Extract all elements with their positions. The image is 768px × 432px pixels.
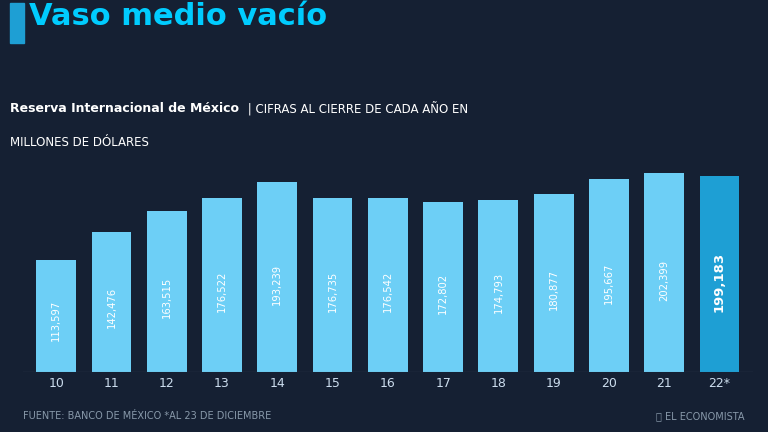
Bar — [478, 200, 518, 372]
Text: 195,667: 195,667 — [604, 263, 614, 304]
Text: MILLONES DE DÓLARES: MILLONES DE DÓLARES — [10, 136, 149, 149]
Bar — [36, 260, 76, 372]
Text: 176,522: 176,522 — [217, 271, 227, 312]
Text: 199,183: 199,183 — [713, 251, 726, 311]
Text: 176,542: 176,542 — [382, 271, 393, 312]
Text: 180,877: 180,877 — [548, 269, 558, 310]
Bar — [423, 202, 463, 372]
Text: 176,735: 176,735 — [328, 271, 338, 312]
Text: 142,476: 142,476 — [107, 286, 117, 328]
Bar — [202, 198, 242, 372]
Bar — [368, 198, 408, 372]
Text: 172,802: 172,802 — [438, 273, 448, 314]
Bar — [91, 232, 131, 372]
Text: Reserva Internacional de México: Reserva Internacional de México — [10, 102, 239, 115]
Bar — [644, 173, 684, 372]
Bar — [589, 179, 629, 372]
Bar — [313, 198, 353, 372]
Text: 193,239: 193,239 — [273, 264, 283, 305]
Text: 202,399: 202,399 — [659, 260, 669, 301]
Text: 163,515: 163,515 — [162, 277, 172, 318]
Text: Ⓠ EL ECONOMISTA: Ⓠ EL ECONOMISTA — [657, 411, 745, 421]
Bar — [534, 194, 574, 372]
Text: | CIFRAS AL CIERRE DE CADA AÑO EN: | CIFRAS AL CIERRE DE CADA AÑO EN — [244, 102, 468, 117]
Bar — [147, 211, 187, 372]
Bar — [257, 182, 297, 372]
Bar — [10, 3, 24, 43]
Bar — [700, 176, 740, 372]
Text: 113,597: 113,597 — [51, 299, 61, 341]
Text: 174,793: 174,793 — [493, 272, 503, 313]
Text: FUENTE: BANCO DE MÉXICO *AL 23 DE DICIEMBRE: FUENTE: BANCO DE MÉXICO *AL 23 DE DICIEM… — [23, 411, 271, 421]
Text: Vaso medio vacío: Vaso medio vacío — [29, 2, 327, 31]
